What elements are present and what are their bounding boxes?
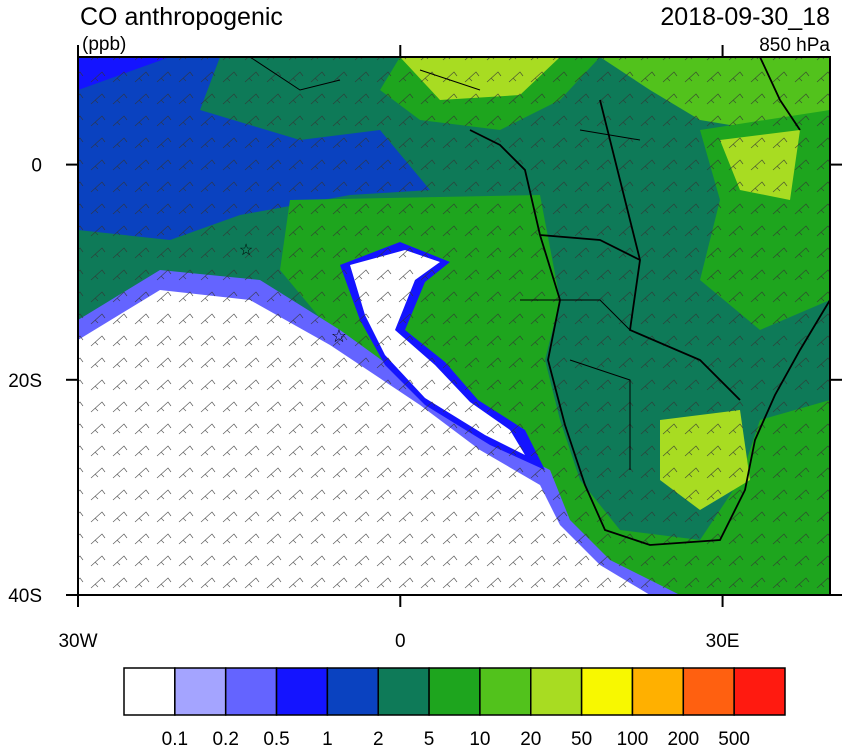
colorbar-label: 500 (718, 729, 750, 750)
colorbar-label: 10 (469, 729, 490, 750)
colorbar-box (275, 667, 329, 716)
y-tick-label: 40S (8, 586, 42, 607)
site-marker: ☆ (239, 242, 253, 259)
title: CO anthropogenic (80, 3, 283, 31)
colorbar-box (530, 667, 583, 716)
y-tick-label: 0 (31, 156, 42, 177)
colorbar-box (682, 667, 735, 716)
y-tick-label: 20S (8, 371, 42, 392)
colorbar-box (631, 667, 685, 716)
colorbar-label: 0.5 (263, 729, 289, 750)
colorbar-label: 5 (424, 729, 435, 750)
map-frame (77, 56, 831, 596)
borders (249, 57, 641, 470)
site-marker: ☆ (331, 326, 347, 346)
colorbar-label: 1 (322, 729, 333, 750)
x-tick-label: 30E (706, 631, 740, 652)
colorbar: 0.1 0.2 0.5 1 2 5 10 20 50 100 200 500 (123, 667, 786, 750)
colorbar-box (733, 667, 786, 716)
datetime: 2018-09-30_18 (660, 3, 830, 31)
colorbar-box (479, 667, 532, 716)
colorbar-box (224, 667, 278, 716)
x-tick-label: 30W (58, 631, 97, 652)
map-field: ☆ ☆ (78, 57, 830, 595)
colorbar-box (580, 667, 634, 716)
colorbar-box (377, 667, 430, 716)
colorbar-label: 100 (617, 729, 649, 750)
x-tick-label: 0 (395, 631, 406, 652)
colorbar-label: 0.2 (212, 729, 238, 750)
colorbar-box (326, 667, 379, 716)
colorbar-label: 200 (667, 729, 699, 750)
units: (ppb) (82, 34, 126, 55)
axes: 30W 0 30E 0 20S 40S (8, 45, 842, 652)
wind-barbs (78, 57, 830, 595)
colorbar-label: 2 (373, 729, 384, 750)
colorbar-label: 0.1 (162, 729, 188, 750)
colorbar-label: 20 (520, 729, 541, 750)
colorbar-label: 50 (571, 729, 592, 750)
colorbar-box (174, 667, 227, 716)
colorbar-box (123, 667, 176, 716)
level: 850 hPa (759, 35, 830, 56)
coastline (469, 57, 830, 546)
colorbar-box (428, 667, 481, 716)
